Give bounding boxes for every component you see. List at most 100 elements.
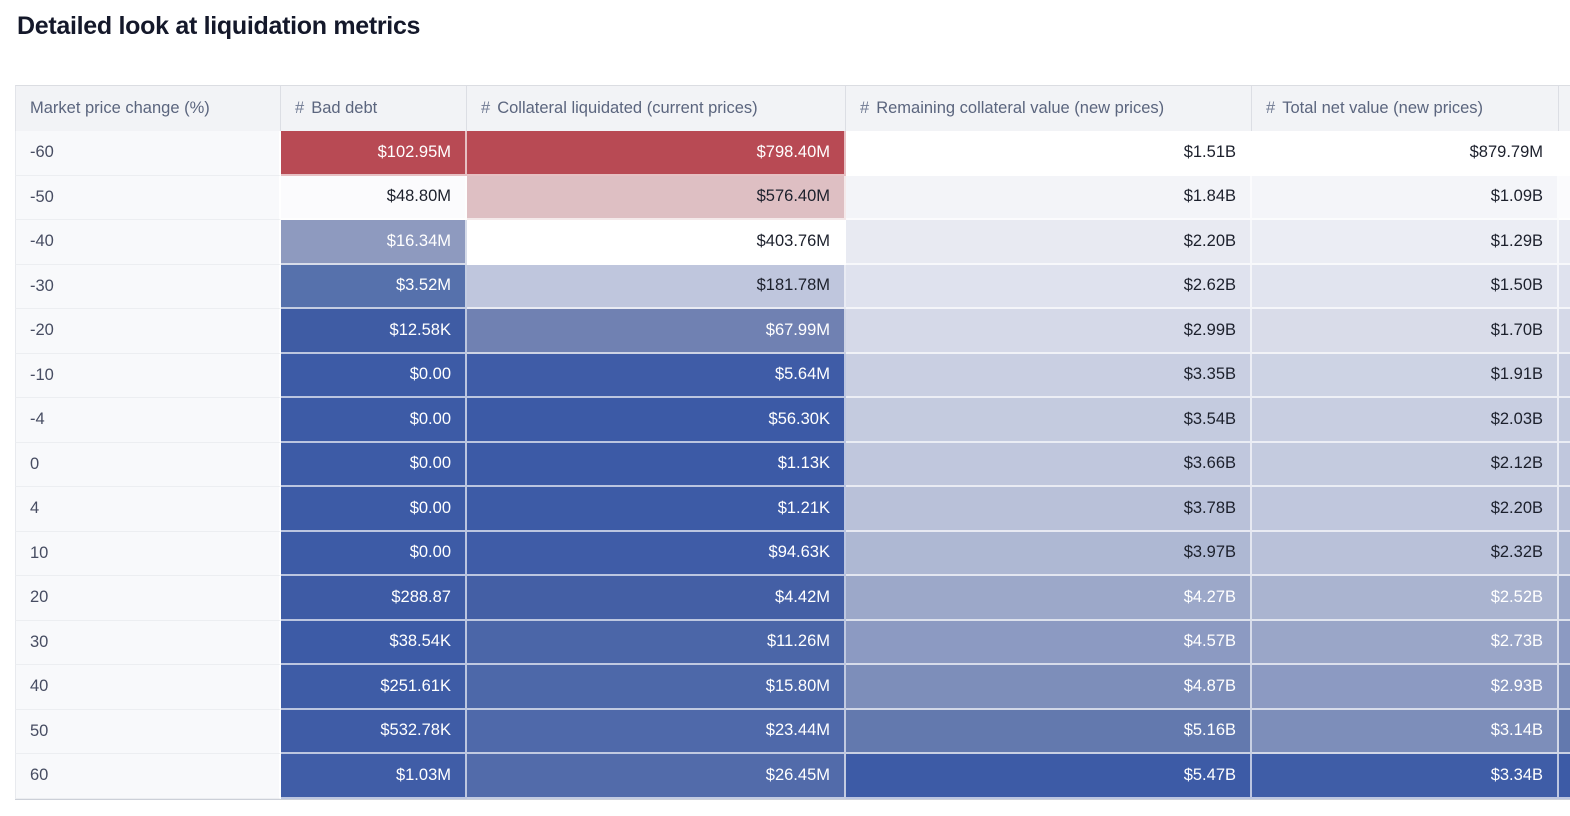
cell-collateral-liquidated: $56.30K	[467, 398, 846, 443]
table-row: 10 $0.00 $94.63K $3.97B $2.32B	[15, 531, 1570, 576]
cell-bad-debt: $532.78K	[281, 709, 467, 754]
cell-bad-debt: $0.00	[281, 531, 467, 576]
overflow-cell	[1559, 398, 1570, 443]
cell-total-net-value: $3.14B	[1252, 709, 1559, 754]
row-label-cell: -10	[15, 353, 281, 398]
column-header-collateral-liquidated: # Collateral liquidated (current prices)	[467, 85, 846, 131]
cell-bad-debt: $16.34M	[281, 220, 467, 265]
column-header-label: Market price change (%)	[30, 99, 210, 117]
column-header-label: Bad debt	[311, 99, 378, 117]
cell-remaining-collateral: $4.57B	[846, 620, 1252, 665]
table-row: -50 $48.80M $576.40M $1.84B $1.09B	[15, 175, 1570, 220]
cell-total-net-value: $2.52B	[1252, 576, 1559, 621]
table-row: -20 $12.58K $67.99M $2.99B $1.70B	[15, 309, 1570, 354]
overflow-cell	[1559, 487, 1570, 532]
row-label-cell: -4	[15, 398, 281, 443]
column-header-overflow	[1559, 85, 1570, 131]
liquidation-metrics-table: Market price change (%) # Bad debt # Collate…	[15, 85, 1570, 799]
table-body: -60 $102.95M $798.40M $1.51B $879.79M -50 $48.…	[15, 131, 1570, 799]
cell-bad-debt: $0.00	[281, 442, 467, 487]
cell-bad-debt: $1.03M	[281, 754, 467, 799]
cell-collateral-liquidated: $1.21K	[467, 487, 846, 532]
cell-total-net-value: $2.03B	[1252, 398, 1559, 443]
hash-icon: #	[1266, 99, 1276, 117]
cell-bad-debt: $0.00	[281, 487, 467, 532]
overflow-cell	[1559, 131, 1570, 176]
table-row: 50 $532.78K $23.44M $5.16B $3.14B	[15, 709, 1570, 754]
cell-collateral-liquidated: $1.13K	[467, 442, 846, 487]
column-header-label: Collateral liquidated (current prices)	[497, 99, 758, 117]
cell-remaining-collateral: $4.87B	[846, 665, 1252, 710]
cell-total-net-value: $2.12B	[1252, 442, 1559, 487]
row-label-cell: 10	[15, 531, 281, 576]
cell-total-net-value: $1.91B	[1252, 353, 1559, 398]
table-row: -60 $102.95M $798.40M $1.51B $879.79M	[15, 131, 1570, 176]
cell-remaining-collateral: $3.78B	[846, 487, 1252, 532]
row-label-cell: 30	[15, 620, 281, 665]
overflow-cell	[1559, 665, 1570, 710]
table-row: -30 $3.52M $181.78M $2.62B $1.50B	[15, 264, 1570, 309]
cell-remaining-collateral: $3.97B	[846, 531, 1252, 576]
cell-remaining-collateral: $5.16B	[846, 709, 1252, 754]
cell-collateral-liquidated: $4.42M	[467, 576, 846, 621]
hash-icon: #	[860, 99, 870, 117]
cell-bad-debt: $12.58K	[281, 309, 467, 354]
overflow-cell	[1559, 175, 1570, 220]
cell-remaining-collateral: $2.62B	[846, 264, 1252, 309]
cell-bad-debt: $0.00	[281, 353, 467, 398]
column-header-bad-debt: # Bad debt	[281, 85, 467, 131]
cell-collateral-liquidated: $5.64M	[467, 353, 846, 398]
overflow-cell	[1559, 754, 1570, 799]
cell-bad-debt: $0.00	[281, 398, 467, 443]
cell-total-net-value: $1.09B	[1252, 175, 1559, 220]
row-label-cell: 4	[15, 487, 281, 532]
table-row: 0 $0.00 $1.13K $3.66B $2.12B	[15, 442, 1570, 487]
row-label-cell: 40	[15, 665, 281, 710]
table-row: 4 $0.00 $1.21K $3.78B $2.20B	[15, 487, 1570, 532]
cell-remaining-collateral: $1.51B	[846, 131, 1252, 176]
cell-total-net-value: $2.93B	[1252, 665, 1559, 710]
row-label-cell: 20	[15, 576, 281, 621]
row-label-cell: -20	[15, 309, 281, 354]
cell-total-net-value: $2.32B	[1252, 531, 1559, 576]
table-row: 30 $38.54K $11.26M $4.57B $2.73B	[15, 620, 1570, 665]
cell-remaining-collateral: $2.20B	[846, 220, 1252, 265]
column-header-market-price-change: Market price change (%)	[15, 85, 281, 131]
cell-collateral-liquidated: $576.40M	[467, 175, 846, 220]
hash-icon: #	[481, 99, 491, 117]
row-label-cell: 50	[15, 709, 281, 754]
liquidation-metrics-table-container: Market price change (%) # Bad debt # Collate…	[15, 85, 1570, 800]
cell-remaining-collateral: $3.54B	[846, 398, 1252, 443]
cell-collateral-liquidated: $403.76M	[467, 220, 846, 265]
cell-remaining-collateral: $3.66B	[846, 442, 1252, 487]
cell-total-net-value: $1.50B	[1252, 264, 1559, 309]
cell-collateral-liquidated: $15.80M	[467, 665, 846, 710]
cell-total-net-value: $2.73B	[1252, 620, 1559, 665]
cell-remaining-collateral: $2.99B	[846, 309, 1252, 354]
cell-total-net-value: $1.29B	[1252, 220, 1559, 265]
cell-remaining-collateral: $4.27B	[846, 576, 1252, 621]
cell-remaining-collateral: $3.35B	[846, 353, 1252, 398]
cell-bad-debt: $38.54K	[281, 620, 467, 665]
cell-remaining-collateral: $1.84B	[846, 175, 1252, 220]
row-label-cell: 0	[15, 442, 281, 487]
overflow-cell	[1559, 576, 1570, 621]
row-label-cell: -60	[15, 131, 281, 176]
table-row: -4 $0.00 $56.30K $3.54B $2.03B	[15, 398, 1570, 443]
overflow-cell	[1559, 620, 1570, 665]
column-header-remaining-collateral: # Remaining collateral value (new prices)	[846, 85, 1252, 131]
overflow-cell	[1559, 442, 1570, 487]
table-row: -40 $16.34M $403.76M $2.20B $1.29B	[15, 220, 1570, 265]
cell-bad-debt: $288.87	[281, 576, 467, 621]
column-header-label: Total net value (new prices)	[1282, 99, 1484, 117]
cell-collateral-liquidated: $11.26M	[467, 620, 846, 665]
cell-collateral-liquidated: $798.40M	[467, 131, 846, 176]
column-header-total-net-value: # Total net value (new prices)	[1252, 85, 1559, 131]
cell-total-net-value: $1.70B	[1252, 309, 1559, 354]
cell-bad-debt: $48.80M	[281, 175, 467, 220]
table-header-row: Market price change (%) # Bad debt # Collate…	[15, 85, 1570, 131]
overflow-cell	[1559, 264, 1570, 309]
table-row: 40 $251.61K $15.80M $4.87B $2.93B	[15, 665, 1570, 710]
cell-collateral-liquidated: $94.63K	[467, 531, 846, 576]
cell-collateral-liquidated: $26.45M	[467, 754, 846, 799]
